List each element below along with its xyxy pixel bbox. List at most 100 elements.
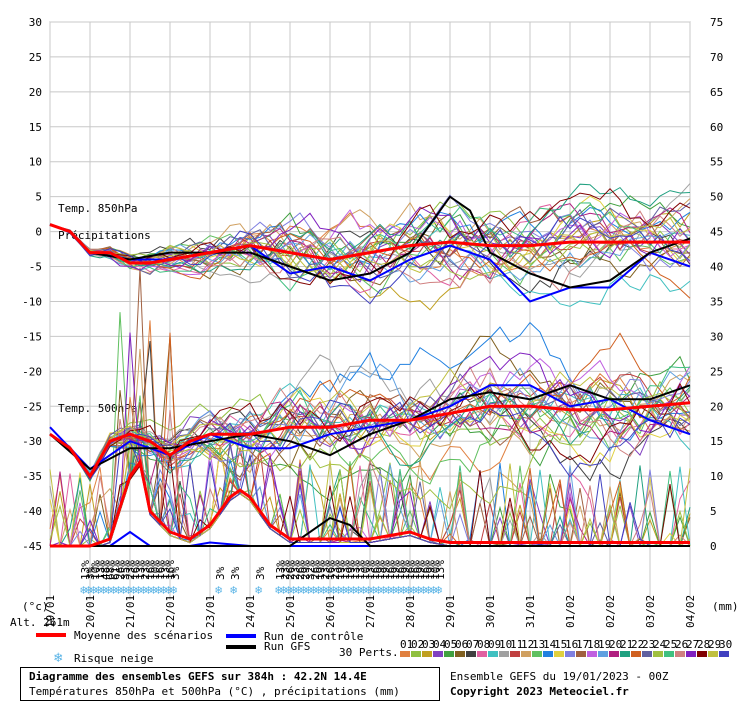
snowflake-icon: ❄	[315, 583, 322, 597]
member-key-swatch	[510, 651, 520, 657]
snow-risk-label: 13%	[134, 560, 147, 580]
title-box: Diagramme des ensembles GEFS sur 384h : …	[20, 667, 440, 701]
snow-risk-label: 10%	[429, 560, 442, 580]
snow-risk-label: 13%	[354, 560, 367, 580]
x-tick: 23/01	[204, 595, 217, 628]
member-key-label: 30	[719, 638, 732, 651]
member-key-label: 29	[708, 638, 721, 651]
member-key-label: 15	[554, 638, 567, 651]
snow-risk-label: 16%	[419, 560, 432, 580]
y-tick-left: -15	[22, 330, 42, 343]
snowflake-icon: ❄	[215, 583, 222, 597]
snow-risk-label: 13%	[79, 560, 92, 580]
member-key-label: 19	[598, 638, 611, 651]
legend-snow-label: Risque neige	[74, 652, 154, 665]
member-key-swatch	[642, 651, 652, 657]
snow-risk-label: 10%	[359, 560, 372, 580]
y-tick-right: 40	[710, 261, 723, 274]
member-key-label: 06	[455, 638, 468, 651]
snowflake-icon: ❄	[90, 583, 97, 597]
snowflake-icon: ❄	[360, 583, 367, 597]
snowflake-icon: ❄	[285, 583, 292, 597]
member-key-swatch	[400, 651, 410, 657]
member-key-swatch	[532, 651, 542, 657]
snow-risk-label: 26%	[294, 560, 307, 580]
snowflake-icon: ❄	[405, 583, 412, 597]
snowflake-icon: ❄	[54, 650, 63, 666]
snowflake-icon: ❄	[385, 583, 392, 597]
member-22-t850	[49, 224, 691, 299]
snow-risk-label: 19%	[334, 560, 347, 580]
snowflake-icon: ❄	[365, 583, 372, 597]
member-key-label: 08	[477, 638, 490, 651]
y-tick-left: 20	[29, 86, 42, 99]
member-key-label: 07	[466, 638, 479, 651]
x-tick: 21/01	[124, 595, 137, 628]
snowflake-icon: ❄	[140, 583, 147, 597]
member-key-swatch	[675, 651, 685, 657]
member-29-t850	[49, 216, 691, 276]
member-key-swatch	[411, 651, 421, 657]
member-23-t850	[49, 202, 691, 279]
snow-risk-label: 35%	[119, 560, 132, 580]
series-2-t500	[49, 384, 691, 471]
snowflake-icon: ❄	[85, 583, 92, 597]
member-key-label: 25	[664, 638, 677, 651]
x-tick: 24/01	[244, 595, 257, 628]
y-tick-left: 5	[35, 191, 42, 204]
y-tick-right: 50	[710, 191, 723, 204]
member-19-t500	[49, 363, 691, 474]
snow-risk-label: 19%	[399, 560, 412, 580]
member-key-swatch	[477, 651, 487, 657]
y-tick-left: -5	[29, 261, 42, 274]
y-tick-left: -45	[22, 540, 42, 553]
snow-risk-label: 32%	[304, 560, 317, 580]
snowflake-icon: ❄	[100, 583, 107, 597]
snowflake-icon: ❄	[135, 583, 142, 597]
member-key-swatch	[422, 651, 432, 657]
y-tick-right: 55	[710, 156, 723, 169]
y-tick-right: 0	[710, 540, 717, 553]
member-key-swatch	[719, 651, 729, 657]
member-key-swatch	[697, 651, 707, 657]
y-tick-left: -25	[22, 400, 42, 413]
snow-risk-label: 16%	[394, 560, 407, 580]
snowflake-icon: ❄	[390, 583, 397, 597]
snowflake-icon: ❄	[340, 583, 347, 597]
member-key-swatch	[631, 651, 641, 657]
snow-risk-label: 29%	[299, 560, 312, 580]
member-key-swatch	[587, 651, 597, 657]
precip-label: Précipitations	[58, 229, 151, 242]
member-key-label: 21	[620, 638, 633, 651]
member-key-swatch	[576, 651, 586, 657]
snow-risk-label: 10%	[149, 560, 162, 580]
y-tick-left: 0	[35, 226, 42, 239]
y-tick-right: 35	[710, 295, 723, 308]
legend-control	[226, 634, 256, 638]
snowflake-icon: ❄	[310, 583, 317, 597]
legend-mean	[36, 633, 66, 637]
snowflake-icon: ❄	[350, 583, 357, 597]
member-key-swatch	[653, 651, 663, 657]
member-08-t850	[49, 204, 691, 294]
snow-risk-label: 19%	[379, 560, 392, 580]
x-tick: 20/01	[84, 595, 97, 628]
snow-risk-label: 3%	[84, 566, 97, 580]
member-key-label: 22	[631, 638, 644, 651]
snowflake-icon: ❄	[110, 583, 117, 597]
x-tick: 04/02	[684, 595, 697, 628]
alt-label: Alt. 261m	[10, 616, 70, 629]
snowflake-icon: ❄	[255, 583, 262, 597]
member-key-swatch	[488, 651, 498, 657]
y-tick-right: 30	[710, 330, 723, 343]
y-tick-right: 25	[710, 365, 723, 378]
member-18-t850	[49, 209, 691, 276]
member-key-label: 26	[675, 638, 688, 651]
member-01-t850	[49, 212, 691, 276]
y-tick-right: 45	[710, 226, 723, 239]
snowflake-icon: ❄	[320, 583, 327, 597]
member-key-label: 12	[521, 638, 534, 651]
y-tick-left: -20	[22, 365, 42, 378]
snowflake-icon: ❄	[420, 583, 427, 597]
